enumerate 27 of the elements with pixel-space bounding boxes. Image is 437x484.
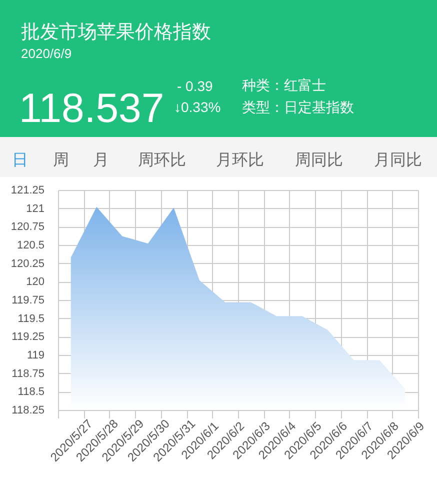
y-tick-label: 118.5 [18,386,44,398]
text: 月 [93,150,109,169]
y-tick-label: 120 [26,276,44,288]
chart-subtitle: 2020/6/9 [21,46,72,61]
y-tick-label: 118.25 [12,404,44,416]
text: 周同比 [295,150,343,169]
text: - 0.39 [177,78,214,94]
y-tick-label: 119.75 [12,294,44,306]
y-tick-label: 119.25 [12,331,44,344]
y-tick-label: 119 [26,350,44,362]
text: 周 [53,150,69,169]
text: 类型：日定基指数 [242,100,354,116]
text: 日 [12,150,28,169]
y-tick-label: 121 [26,202,44,215]
y-tick-label: 120.75 [10,221,44,234]
y-tick-label: 120.5 [16,240,44,252]
y-tick-label: 119.5 [18,312,44,325]
y-tick-label: 121.25 [10,184,44,196]
text: 118.537 [19,85,164,131]
text: 种类：红富士 [242,78,326,94]
y-tick-label: 118.75 [12,368,44,380]
chart-title: 批发市场苹果价格指数 [21,21,211,43]
text: 月同比 [374,150,422,169]
text: ↓0.33% [174,99,221,115]
text: 周环比 [138,150,186,169]
text: 月环比 [216,150,264,169]
y-tick-label: 120.25 [10,258,44,270]
